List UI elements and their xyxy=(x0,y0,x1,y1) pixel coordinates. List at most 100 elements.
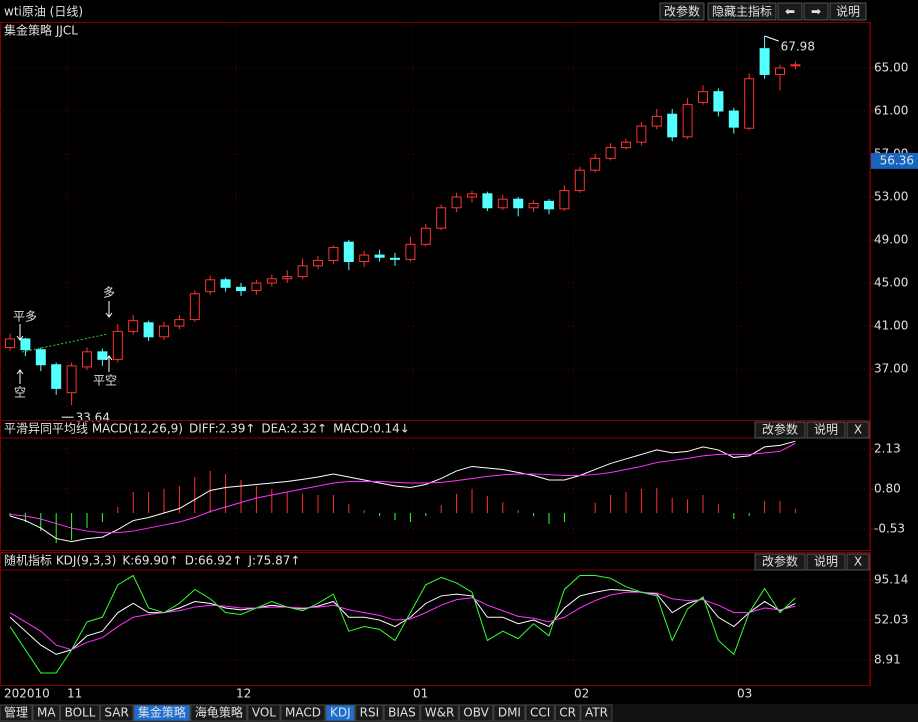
button[interactable] xyxy=(829,2,867,21)
tab[interactable] xyxy=(325,704,356,722)
button[interactable] xyxy=(754,553,806,571)
tab[interactable] xyxy=(32,704,61,722)
button-label[interactable]: X xyxy=(854,423,862,437)
candle-body xyxy=(513,198,524,209)
legend-entry: K:69.90↑ xyxy=(122,554,178,568)
candle-body xyxy=(35,349,46,366)
tab[interactable] xyxy=(355,704,384,722)
candle-body xyxy=(528,202,539,209)
button[interactable] xyxy=(777,2,803,21)
indicator-line xyxy=(9,591,796,651)
candle-body xyxy=(266,278,277,284)
tab-label[interactable]: KDJ xyxy=(330,706,351,720)
high-label: 67.98 xyxy=(781,39,815,53)
tab-label[interactable]: CCI xyxy=(530,706,550,720)
candle-body xyxy=(282,276,293,280)
candle-body xyxy=(451,196,462,209)
tab[interactable] xyxy=(280,704,326,722)
candle-body xyxy=(205,279,216,293)
tab-label[interactable]: DMI xyxy=(498,706,521,720)
tab[interactable] xyxy=(493,704,526,722)
panel-title: 平滑异同平均线 MACD(12,26,9) xyxy=(4,422,183,436)
tab-label[interactable]: W&R xyxy=(425,706,455,720)
tab[interactable] xyxy=(458,704,494,722)
candle-body xyxy=(621,141,631,149)
button[interactable] xyxy=(806,421,846,439)
candle-body xyxy=(297,265,308,278)
button[interactable] xyxy=(803,2,829,21)
indicator-line xyxy=(9,442,796,534)
candle-body xyxy=(82,351,92,368)
button-label[interactable]: 改参数 xyxy=(762,554,798,569)
button[interactable] xyxy=(846,553,870,571)
tab[interactable] xyxy=(525,704,555,722)
tab[interactable] xyxy=(0,704,33,722)
y-tick-label: 0.80 xyxy=(874,481,901,495)
tab-label[interactable]: BIAS xyxy=(388,706,416,720)
signal-arrowhead xyxy=(16,335,24,341)
legend-entry: DEA:2.32↑ xyxy=(261,422,327,436)
candle-body xyxy=(220,279,231,288)
x-tick-label: 02 xyxy=(574,687,589,701)
candle-body xyxy=(698,91,708,103)
button[interactable] xyxy=(806,553,846,571)
candle-body xyxy=(559,190,570,210)
candle-body xyxy=(467,193,477,198)
legend-entry: D:66.92↑ xyxy=(185,554,243,568)
tab-label[interactable]: SAR xyxy=(104,706,128,720)
button-label[interactable]: 隐藏主指标 xyxy=(712,4,772,19)
tab-label[interactable]: BOLL xyxy=(65,706,96,720)
tab-label[interactable]: MA xyxy=(37,706,56,720)
x-tick-label: 03 xyxy=(737,687,752,701)
legend-entry: DIFF:2.39↑ xyxy=(189,422,255,436)
last-price-label: 56.36 xyxy=(880,153,914,167)
candle-body xyxy=(744,78,755,129)
button-label[interactable]: 说明 xyxy=(814,422,838,437)
button[interactable] xyxy=(707,2,777,21)
button-label[interactable]: 说明 xyxy=(836,4,860,19)
button[interactable] xyxy=(754,421,806,439)
tab[interactable] xyxy=(133,704,191,722)
last-price-box xyxy=(871,152,918,169)
tab[interactable] xyxy=(99,704,134,722)
candle-body xyxy=(374,254,385,258)
button-label[interactable]: X xyxy=(854,555,862,569)
tab-label[interactable]: VOL xyxy=(252,706,276,720)
signal-label: 空 xyxy=(14,386,26,400)
tab[interactable] xyxy=(580,704,613,722)
candle-body xyxy=(790,64,801,67)
tab-label[interactable]: OBV xyxy=(463,706,489,720)
tab-label[interactable]: RSI xyxy=(360,706,380,720)
tab-label[interactable]: 海龟策略 xyxy=(195,705,243,720)
tab[interactable] xyxy=(60,704,100,722)
signal-link xyxy=(21,333,109,353)
candle-body xyxy=(328,247,339,261)
low-label: 33.64 xyxy=(76,411,110,425)
button-label[interactable]: ➡ xyxy=(811,5,821,19)
candle-body xyxy=(143,322,154,338)
button-label[interactable]: 说明 xyxy=(814,554,838,569)
tab[interactable] xyxy=(190,704,248,722)
button[interactable] xyxy=(846,421,870,439)
tab[interactable] xyxy=(420,704,459,722)
button-label[interactable]: 改参数 xyxy=(762,422,798,437)
tab-label[interactable]: MACD xyxy=(285,706,321,720)
candle-body xyxy=(482,193,493,209)
button[interactable] xyxy=(659,2,705,21)
tab[interactable] xyxy=(554,704,581,722)
tab-label[interactable]: CR xyxy=(559,706,576,720)
y-tick-label: 52.03 xyxy=(874,613,908,627)
candle-body xyxy=(775,67,785,75)
tab-label[interactable]: ATR xyxy=(585,706,608,720)
tab-label[interactable]: 管理 xyxy=(4,705,28,720)
candle-body xyxy=(667,113,678,138)
button-label[interactable]: ⬅ xyxy=(785,5,795,19)
tab[interactable] xyxy=(383,704,421,722)
button-label[interactable]: 改参数 xyxy=(664,4,700,19)
y-tick-label: 95.14 xyxy=(874,573,908,587)
y-tick-label: 37.00 xyxy=(874,362,908,376)
tab-label[interactable]: 集金策略 xyxy=(138,705,186,720)
tab[interactable] xyxy=(247,704,281,722)
